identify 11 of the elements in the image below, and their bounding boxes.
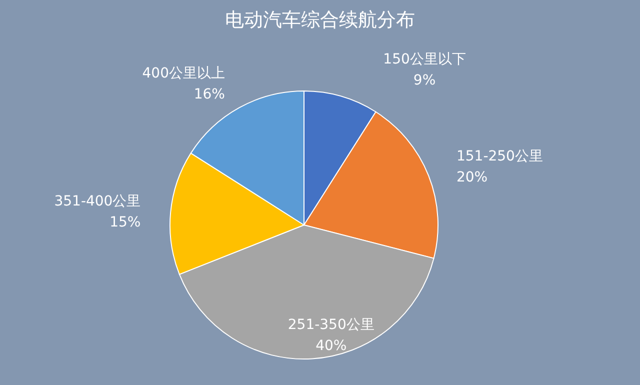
data-label: 40% (316, 338, 347, 354)
data-label: 20% (456, 170, 488, 186)
chart-title: 电动汽车综合续航分布 (225, 9, 415, 31)
slice-label: 351-400公里 (54, 194, 141, 210)
data-label: 15% (110, 214, 141, 231)
slice-label: 251-350公里 (288, 317, 374, 333)
data-label: 9% (413, 72, 436, 89)
slice-label: 151-250公里 (456, 148, 543, 165)
slice-label: 400公里以上 (142, 65, 225, 82)
slice-label: 150公里以下 (383, 52, 466, 68)
data-label: 16% (194, 86, 225, 102)
